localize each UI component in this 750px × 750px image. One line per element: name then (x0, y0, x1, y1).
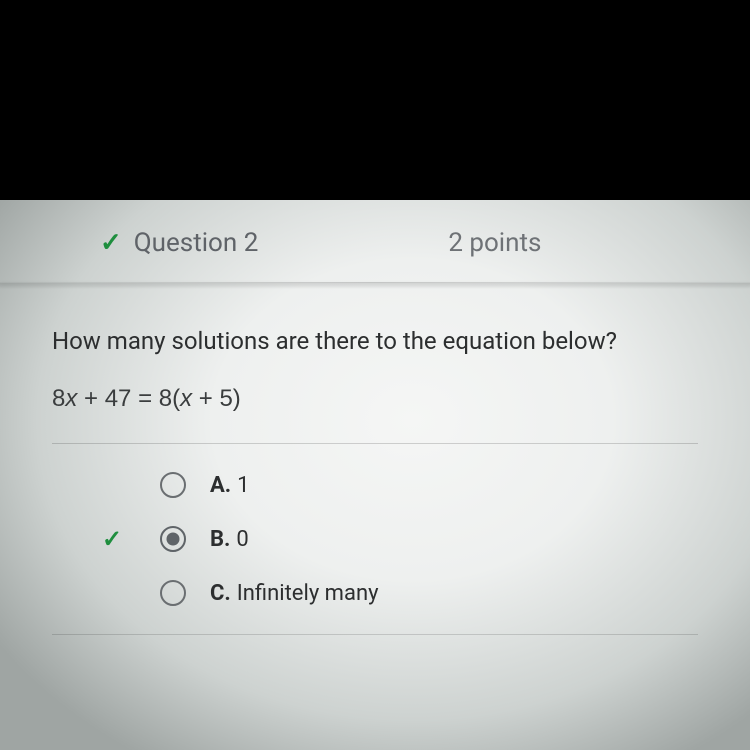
correct-check-icon: ✓ (100, 230, 122, 256)
option-b-correct-icon: ✓ (102, 525, 122, 553)
option-a[interactable]: A.1 (160, 472, 698, 498)
question-equation: 8x + 47 = 8(x + 5) (52, 385, 698, 413)
question-body: How many solutions are there to the equa… (0, 289, 750, 606)
option-c-text: C.Infinitely many (210, 581, 379, 606)
option-b-text: B.0 (210, 527, 249, 552)
radio-icon[interactable] (160, 580, 186, 606)
question-number-label: Question 2 (134, 228, 259, 258)
photo-black-region (0, 0, 750, 200)
radio-selected-icon[interactable] (160, 526, 186, 552)
prompt-divider (52, 443, 698, 444)
options-bottom-divider (52, 634, 698, 635)
answer-options: A.1 ✓ B.0 C.Infinitely many (52, 472, 698, 606)
option-c[interactable]: C.Infinitely many (160, 580, 698, 606)
question-prompt: How many solutions are there to the equa… (52, 327, 698, 355)
question-points-label: 2 points (448, 228, 541, 258)
radio-icon[interactable] (160, 472, 186, 498)
question-header: ✓ Question 2 2 points (0, 228, 750, 258)
option-b[interactable]: ✓ B.0 (160, 526, 698, 552)
quiz-content-panel: ✓ Question 2 2 points How many solutions… (0, 200, 750, 750)
option-a-text: A.1 (210, 473, 250, 498)
